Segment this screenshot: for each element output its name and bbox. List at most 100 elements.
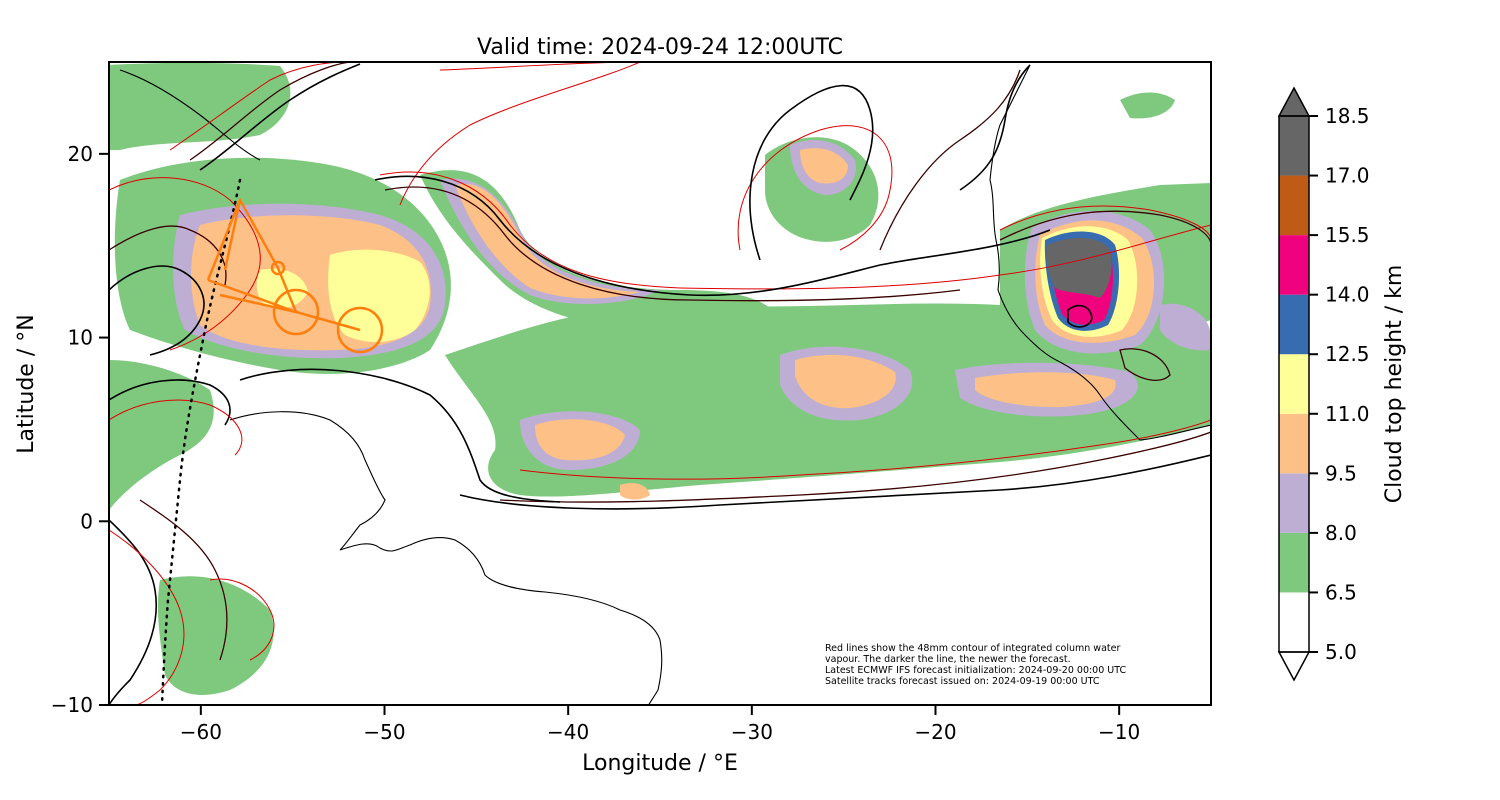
y-tick-label: 10	[68, 326, 93, 350]
satellite-track	[160, 178, 242, 705]
colorbar-segment	[1279, 413, 1309, 474]
cloud-9-5-east	[975, 372, 1116, 408]
cloud-9-5-midatl	[800, 148, 848, 184]
cloud-top-height-field	[109, 62, 1211, 695]
cloud-band-upper-arc	[420, 170, 780, 333]
colorbar-tick-label: 14.0	[1325, 283, 1370, 307]
contour-dark-nw	[189, 62, 351, 161]
flight-track-lines	[206, 197, 361, 332]
contour-dark-west-1	[109, 225, 227, 286]
x-tick-label: −30	[731, 720, 773, 744]
contour-black-itcz-south	[459, 454, 1211, 510]
cloud-17-0-africa	[1046, 238, 1112, 298]
contour-red-sw-2	[209, 578, 275, 661]
x-tick-label: −20	[914, 720, 956, 744]
map-plot-area: Red lines show the 48mm contour of integ…	[109, 62, 1211, 705]
contour-red-west-2	[109, 399, 243, 456]
contour-dark-africa-ring	[999, 210, 1211, 246]
coastline-nw-africa	[989, 64, 1031, 181]
colorbar-segment	[1279, 354, 1309, 414]
flight-circle-small	[270, 260, 286, 276]
colorbar-tick-label: 18.5	[1325, 104, 1370, 128]
colorbar-segment	[1279, 116, 1309, 176]
contour-black-west-2	[109, 379, 231, 426]
cloud-9-5-south	[535, 419, 625, 461]
colorbar-extend-top	[1277, 86, 1311, 117]
coastline-south-america	[229, 411, 663, 705]
cloud-11-0-west	[328, 249, 430, 342]
cloud-9-5-mid	[795, 354, 896, 409]
y-tick-label: 0	[80, 509, 93, 533]
colorbar-tick-label: 17.0	[1325, 164, 1370, 188]
contour-black-sw-1	[109, 519, 158, 705]
x-tick-label: −10	[1098, 720, 1140, 744]
y-axis-ticks: −10 0 10 20	[51, 142, 109, 717]
note-line-3: Latest ECMWF IFS forecast initialization…	[825, 665, 1126, 676]
cloud-9-5-upper-arc	[455, 183, 640, 299]
colorbar-segment	[1279, 473, 1309, 533]
colorbar-tick-label: 6.5	[1325, 580, 1357, 604]
contour-red-itcz-north	[379, 171, 1211, 290]
flight-circle-large-1	[272, 288, 320, 336]
colorbar-segment	[1279, 235, 1309, 295]
y-tick-label: −10	[51, 693, 93, 717]
contour-black-itcz-north	[374, 175, 1051, 297]
map-title: Valid time: 2024-09-24 12:00UTC	[477, 35, 843, 60]
colorbar-segments	[1279, 116, 1309, 652]
contour-red-itcz-south	[519, 419, 1211, 480]
x-tick-label: −40	[547, 720, 589, 744]
contour-red-midatl-loop	[737, 125, 893, 251]
contour-black-east-loop	[959, 64, 1031, 191]
contour-dark-itcz-north	[384, 186, 961, 302]
colorbar-ticks: 5.0 6.5 8.0 9.5 11.0 12.5 14.0 15.5 17.0 18.5	[1309, 104, 1370, 664]
colorbar-tick-label: 15.5	[1325, 223, 1370, 247]
cloud-band-eastern-patch	[1120, 92, 1175, 119]
contour-dark-itcz-south	[499, 431, 1211, 503]
note-line-2: vapour. The darker the line, the newer t…	[825, 654, 1071, 665]
contour-red-west-1	[109, 177, 261, 351]
cloud-9-5-sw	[620, 483, 650, 500]
flight-circle-large-2	[336, 306, 384, 354]
contour-red-nw	[169, 62, 346, 151]
note-line-4: Satellite tracks forecast issued on: 202…	[825, 676, 1100, 687]
cloud-band-sw-coast	[109, 360, 214, 510]
colorbar-tick-label: 12.5	[1325, 342, 1370, 366]
contour-red-sw-1	[109, 529, 185, 705]
cloud-band-s-lower	[157, 576, 274, 695]
y-tick-label: 20	[68, 142, 93, 166]
colorbar-frame	[1278, 115, 1310, 653]
contour-dark-sw-1	[139, 499, 228, 661]
contour-dark-africa-small	[1119, 348, 1171, 381]
colorbar-segment	[1279, 175, 1309, 236]
colorbar-tick-label: 5.0	[1325, 640, 1357, 664]
colorbar-segment	[1279, 294, 1309, 355]
contour-black-nw	[199, 63, 361, 171]
colorbar-tick-label: 11.0	[1325, 402, 1370, 426]
contour-red-north-arc	[399, 62, 641, 206]
x-axis-ticks: −60 −50 −40 −30 −20 −10	[180, 705, 1140, 744]
colorbar-segment	[1279, 532, 1309, 593]
x-tick-label: −60	[180, 720, 222, 744]
contour-red-africa-ring	[999, 205, 1211, 241]
cloud-11-0-west-2	[256, 268, 308, 309]
colorbar-segment	[1279, 592, 1309, 652]
colorbar-label: Cloud top height / km	[1382, 265, 1407, 504]
colorbar-extend-bottom	[1277, 651, 1311, 682]
colorbar: 5.0 6.5 8.0 9.5 11.0 12.5 14.0 15.5 17.0 18.5 Clo…	[1277, 86, 1407, 682]
colorbar-tick-label: 9.5	[1325, 461, 1357, 485]
x-tick-label: −50	[363, 720, 405, 744]
plot-frame	[108, 61, 1212, 706]
contour-dark-east-loop	[879, 69, 1021, 251]
x-axis-label: Longitude / °E	[582, 751, 738, 776]
iwv-48mm-contours	[109, 62, 1211, 705]
coastline-caribbean	[119, 69, 261, 161]
flight-track	[206, 197, 384, 354]
contour-black-itcz-south-inner	[239, 368, 561, 503]
note-line-1: Red lines show the 48mm contour of integ…	[825, 643, 1120, 654]
colorbar-tick-label: 8.0	[1325, 521, 1357, 545]
forecast-note: Red lines show the 48mm contour of integ…	[825, 643, 1126, 687]
y-axis-label: Latitude / °N	[14, 314, 39, 453]
contour-black-west-1	[109, 265, 205, 356]
cloud-8-0-se	[1160, 303, 1210, 351]
